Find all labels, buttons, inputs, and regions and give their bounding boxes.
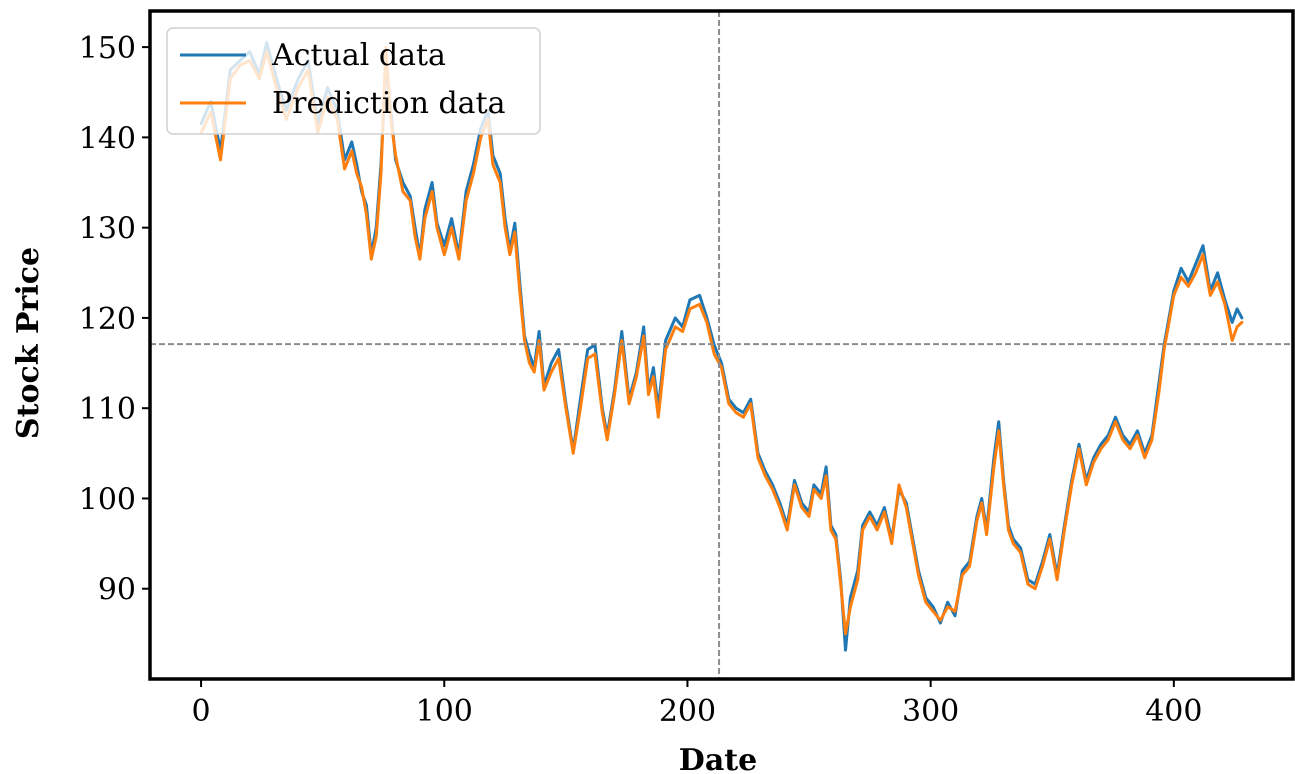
x-axis-title: Date	[679, 743, 757, 774]
series-layer	[199, 41, 1244, 652]
y-tick-label: 110	[79, 392, 136, 427]
y-tick-label: 120	[79, 302, 136, 337]
plot-frame	[148, 9, 1295, 681]
x-tick-label: 100	[416, 694, 473, 729]
y-tick-label: 130	[79, 212, 136, 247]
x-tick-label: 400	[1145, 694, 1202, 729]
legend-label-prediction: Prediction data	[272, 86, 506, 121]
y-tick-label: 150	[79, 31, 136, 66]
x-tick-label: 0	[192, 694, 211, 729]
y-tick-label: 90	[98, 573, 136, 608]
y-tick-label: 140	[79, 121, 136, 156]
y-axis-ticks: 90 100 110 120 130 140 150	[79, 31, 150, 608]
x-axis-ticks: 0 100 200 300 400	[192, 679, 1202, 729]
y-axis-title: Stock Price	[11, 247, 46, 439]
x-tick-label: 300	[902, 694, 959, 729]
legend: Actual data Prediction data	[166, 27, 541, 135]
x-tick-label: 200	[659, 694, 716, 729]
legend-box	[166, 27, 541, 135]
y-tick-label: 100	[79, 482, 136, 517]
legend-label-actual: Actual data	[271, 38, 446, 73]
crosshair-layer	[150, 11, 1293, 679]
series-line-prediction	[199, 45, 1244, 636]
